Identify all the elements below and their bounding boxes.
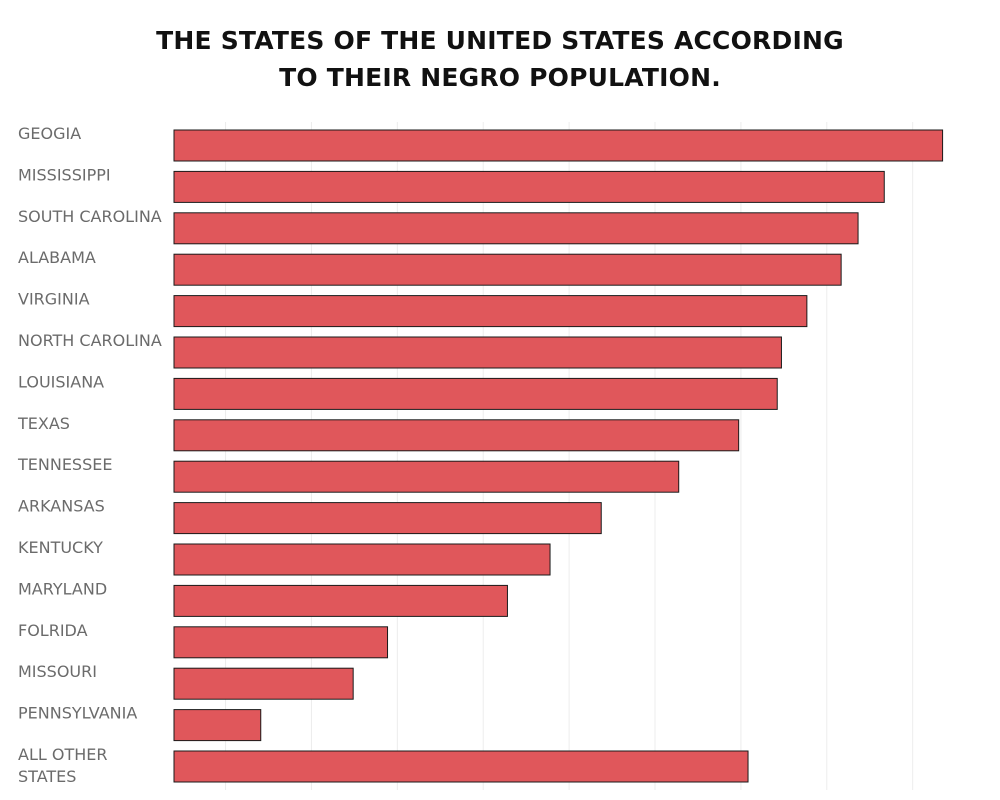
category-label: KENTUCKY [18, 538, 103, 557]
category-label: LOUISIANA [18, 372, 104, 391]
chart-title-line-1: THE STATES OF THE UNITED STATES ACCORDIN… [156, 26, 844, 55]
bar [173, 626, 389, 659]
category-label: ALL OTHER STATES [18, 745, 107, 786]
category-label: MISSOURI [18, 662, 97, 681]
category-label: NORTH CAROLINA [18, 331, 162, 350]
category-label: MARYLAND [18, 579, 107, 598]
category-label: MISSISSIPPI [18, 165, 111, 184]
category-label: ALABAMA [18, 248, 96, 267]
bar [173, 295, 808, 328]
chart-title-line-2: TO THEIR NEGRO POPULATION. [279, 63, 721, 92]
bar [173, 336, 782, 369]
bar [173, 502, 602, 535]
bar [173, 584, 508, 617]
bar [173, 750, 749, 783]
chart-title: THE STATES OF THE UNITED STATES ACCORDIN… [0, 22, 1000, 96]
category-label: FOLRIDA [18, 621, 88, 640]
bar [173, 253, 842, 286]
category-label: ARKANSAS [18, 497, 105, 516]
bar [173, 212, 859, 245]
bar [173, 377, 778, 410]
category-label: TEXAS [17, 414, 70, 433]
category-label: SOUTH CAROLINA [18, 207, 162, 226]
bar [173, 460, 680, 493]
category-label: PENNSYLVANIA [18, 704, 137, 723]
category-label: TENNESSEE [17, 455, 112, 474]
bar [173, 543, 551, 576]
category-label: GEOGIA [18, 124, 81, 143]
bar [173, 667, 354, 700]
bar [173, 419, 740, 452]
bar [173, 709, 262, 742]
category-label: VIRGINIA [18, 290, 90, 309]
bar [173, 129, 944, 162]
bar [173, 170, 885, 203]
